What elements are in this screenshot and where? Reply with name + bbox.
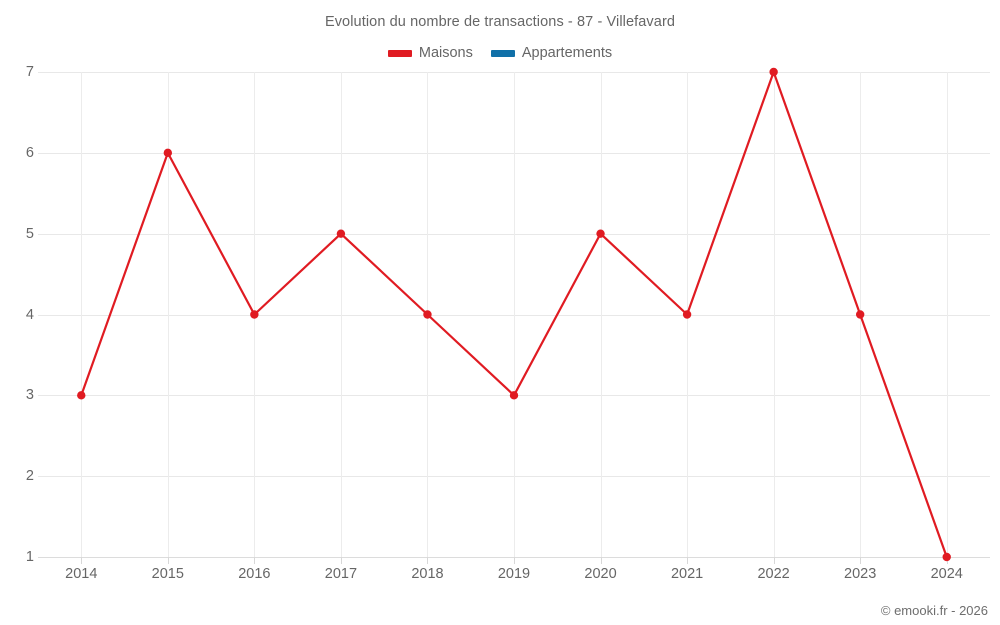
copyright-credit: © emooki.fr - 2026 <box>880 603 988 618</box>
series-line-maisons <box>80 70 948 559</box>
gridline-vertical <box>81 72 83 557</box>
x-axis-tick-label: 2019 <box>497 566 531 582</box>
chart-title: Evolution du nombre de transactions - 87… <box>324 14 676 30</box>
data-point-maisons[interactable] <box>336 229 346 238</box>
legend-item-maisons[interactable]: Maisons <box>387 45 473 61</box>
data-point-maisons[interactable] <box>942 552 951 562</box>
y-axis-labels: 1 2 3 4 5 6 7 <box>0 64 34 565</box>
x-axis-tick-mark <box>340 557 342 564</box>
legend-label-appartements: Appartements <box>521 45 613 61</box>
x-axis-tick-label: 2023 <box>844 566 877 582</box>
y-axis-tick-label: 3 <box>25 387 34 404</box>
x-axis-tick-label: 2022 <box>757 566 790 582</box>
data-point-maisons[interactable] <box>855 310 865 319</box>
x-axis-tick-mark <box>427 557 429 564</box>
x-axis-tick-mark <box>254 557 256 564</box>
x-axis-tick-label: 2014 <box>65 566 98 582</box>
x-axis-tick-label: 2021 <box>670 566 704 582</box>
x-axis-tick-mark <box>860 557 862 564</box>
gridline-vertical <box>773 72 775 557</box>
x-axis-tick-label: 2017 <box>324 566 358 582</box>
x-axis-tick-mark <box>687 557 689 564</box>
data-point-maisons[interactable] <box>596 229 605 238</box>
y-axis-tick-label: 4 <box>25 306 34 323</box>
gridline-vertical <box>167 72 169 557</box>
x-axis-tick-label: 2024 <box>930 566 963 582</box>
x-axis-tick-mark <box>514 557 515 564</box>
legend-swatch-appartements <box>490 49 515 57</box>
data-point-maisons[interactable] <box>682 310 692 319</box>
legend-swatch-maisons <box>387 49 412 57</box>
y-axis-tick-label: 7 <box>25 64 34 80</box>
x-axis-tick-mark <box>600 557 602 564</box>
x-axis-tick-label: 2020 <box>584 566 617 582</box>
x-axis-tick-mark <box>167 557 169 564</box>
y-axis-tick-label: 2 <box>25 468 34 485</box>
gridline-vertical <box>600 72 602 557</box>
x-axis-tick-label: 2015 <box>151 566 184 582</box>
data-point-maisons[interactable] <box>769 67 778 77</box>
x-axis-tick-mark <box>773 557 775 564</box>
data-point-maisons[interactable] <box>423 310 432 319</box>
x-axis-tick-mark <box>81 557 83 564</box>
data-point-maisons[interactable] <box>250 310 259 319</box>
y-axis-tick-label: 1 <box>25 549 34 565</box>
chart-legend: Maisons Appartements <box>0 45 1000 61</box>
x-axis-tick-label: 2016 <box>238 566 271 582</box>
gridline-vertical <box>946 72 948 557</box>
data-point-maisons[interactable] <box>77 391 86 400</box>
data-point-maisons[interactable] <box>509 391 519 400</box>
legend-label-maisons: Maisons <box>418 45 473 61</box>
data-point-maisons[interactable] <box>163 148 173 158</box>
gridline-vertical <box>340 72 342 557</box>
y-axis-tick-label: 6 <box>25 144 34 161</box>
x-axis-tick-label: 2018 <box>411 566 444 582</box>
y-axis-tick-label: 5 <box>25 225 34 242</box>
gridline-vertical <box>514 72 515 557</box>
legend-item-appartements[interactable]: Appartements <box>490 45 613 61</box>
